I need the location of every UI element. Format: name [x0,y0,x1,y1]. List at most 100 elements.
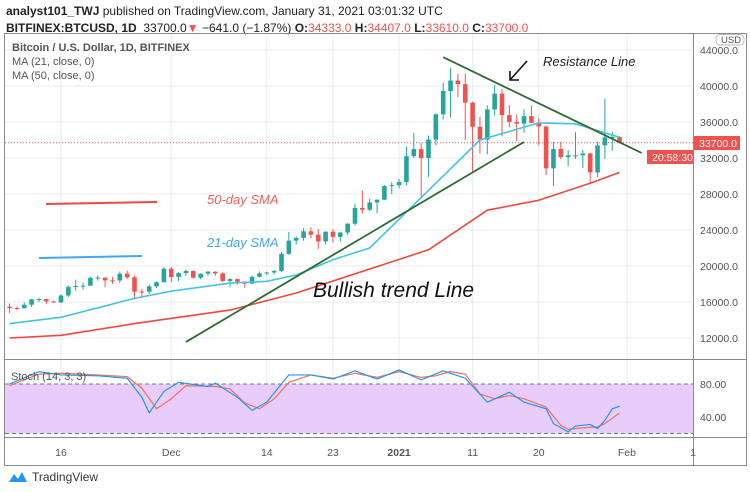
candle-body[interactable] [514,121,519,124]
candle-body[interactable] [80,285,86,287]
candle-body[interactable] [110,280,115,282]
candle-body[interactable] [213,271,218,274]
candle-body[interactable] [352,207,358,224]
candle-body[interactable] [36,299,42,301]
publish-info: analyst101_TWJ published on TradingView.… [6,4,443,18]
candle-body[interactable] [271,270,277,273]
candle-body[interactable] [543,126,549,169]
candle-body[interactable] [146,286,152,292]
tradingview-logo[interactable]: TradingView [8,470,98,484]
candle-body[interactable] [235,279,240,282]
high-label: H: [354,21,368,35]
candle-body[interactable] [551,149,556,169]
candle-body[interactable] [323,231,328,242]
candle-body[interactable] [433,114,439,140]
candle-body[interactable] [227,279,233,282]
candle-body[interactable] [183,270,189,274]
price-pane[interactable] [5,56,693,343]
candle-body[interactable] [168,268,174,277]
candle-body[interactable] [367,202,372,210]
candle-body[interactable] [257,273,262,277]
candle-body[interactable] [573,155,578,157]
candle-body[interactable] [595,145,600,173]
candle-body[interactable] [499,93,505,116]
candle-body[interactable] [507,115,512,122]
candle-body[interactable] [315,234,321,242]
candle-body[interactable] [51,301,56,303]
candle-body[interactable] [529,116,534,123]
candle-body[interactable] [470,102,475,127]
candle-body[interactable] [565,155,571,158]
currency-badge[interactable] [715,34,745,46]
candle-body[interactable] [205,271,211,274]
candle-body[interactable] [345,223,350,233]
candle-body[interactable] [132,277,137,292]
candle-body[interactable] [602,137,608,146]
candle-body[interactable] [360,207,365,210]
price-tick-label: 12000.0 [700,333,738,345]
candle-body[interactable] [462,84,468,103]
candle-body[interactable] [580,153,586,156]
candle-body[interactable] [411,149,417,157]
candle-body[interactable] [609,137,615,139]
candle-body[interactable] [7,306,12,309]
candle-body[interactable] [161,268,167,283]
countdown-label: 20:58:30 [652,152,693,164]
candle-body[interactable] [389,185,395,187]
candle-body[interactable] [330,231,336,237]
candle-body[interactable] [154,282,159,287]
candle-body[interactable] [492,93,497,110]
candle-body[interactable] [21,304,27,309]
candle-body[interactable] [198,273,203,278]
countdown-tag [647,150,693,164]
candle-body[interactable] [102,277,108,281]
time-tick-label: 14 [261,447,273,459]
candle-body[interactable] [44,299,49,302]
candle-body[interactable] [338,232,343,237]
symbol-info: BITFINEX:BTCUSD, 1D 33700.0▼ −641.0 (−1.… [6,21,528,35]
author-name[interactable]: analyst101_TWJ [6,4,100,18]
candle-body[interactable] [293,237,299,241]
candle-body[interactable] [418,149,424,159]
candle-body[interactable] [485,109,490,140]
candle-body[interactable] [286,240,292,254]
sma50-legend-line [45,201,158,205]
candle-body[interactable] [176,273,181,277]
candle-body[interactable] [279,253,284,271]
candle-body[interactable] [58,295,64,303]
candle-body[interactable] [73,285,78,287]
candle-body[interactable] [29,299,34,305]
candle-body[interactable] [374,199,380,203]
candle-body[interactable] [448,80,453,92]
candle-body[interactable] [404,156,409,183]
candle-body[interactable] [536,122,542,127]
ma50-line [9,171,620,339]
candle-body[interactable] [220,273,225,282]
candle-body[interactable] [191,270,196,278]
candle-body[interactable] [477,126,483,140]
candle-body[interactable] [426,139,431,159]
legend-ma21[interactable]: MA (21, close, 0) [12,56,95,68]
candle-body[interactable] [14,308,20,310]
candle-body[interactable] [124,273,130,278]
candle-body[interactable] [95,277,101,279]
candle-body[interactable] [66,286,71,296]
candle-body[interactable] [440,91,446,115]
candle-body[interactable] [308,231,314,235]
candle-body[interactable] [301,231,306,238]
candle-body[interactable] [587,153,593,173]
legend-ma50[interactable]: MA (50, close, 0) [12,70,95,82]
candle-body[interactable] [382,186,387,200]
candle-body[interactable] [264,272,270,274]
candle-body[interactable] [396,182,402,186]
stoch-label[interactable]: Stoch (14, 3, 3) [11,371,86,383]
candle-body[interactable] [139,291,145,293]
candle-body[interactable] [117,273,123,281]
candle-body[interactable] [88,277,93,286]
candle-body[interactable] [249,276,255,284]
candle-body[interactable] [558,149,564,158]
candle-body[interactable] [617,137,622,143]
candle-body[interactable] [521,116,527,124]
candle-body[interactable] [455,80,461,85]
